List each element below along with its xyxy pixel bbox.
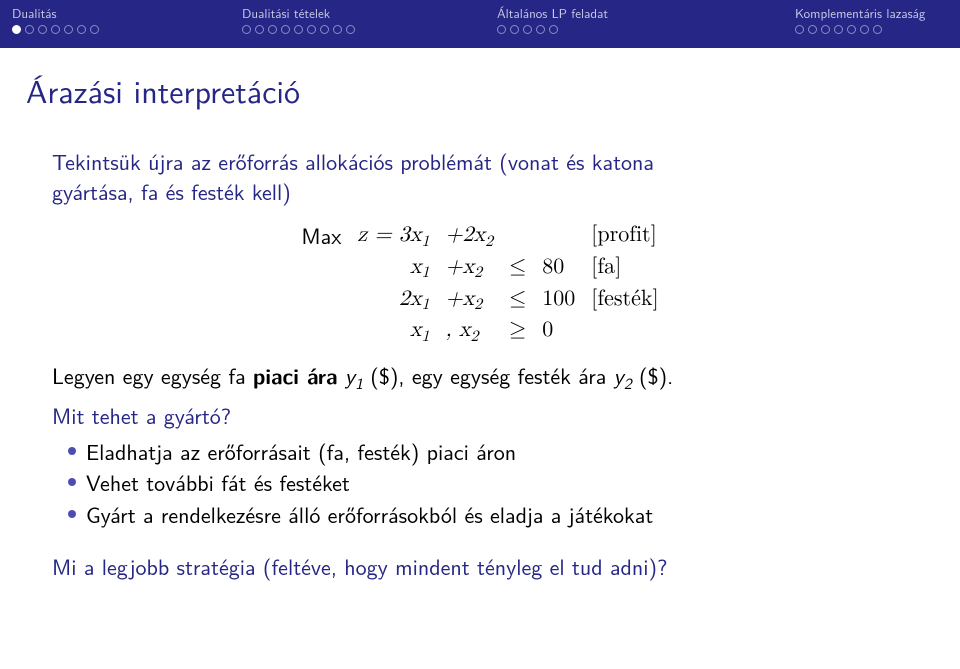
bullet-text: Eladhatja az erőforrásait (fa, festék) p… [86, 437, 516, 467]
progress-dot[interactable] [64, 25, 73, 34]
nav-section-4[interactable]: Komplementáris lazaság [783, 0, 960, 48]
price-definition: Legyen egy egység fa piaci ára y1 ($), e… [52, 361, 908, 391]
progress-dot[interactable] [38, 25, 47, 34]
progress-dot[interactable] [90, 25, 99, 34]
bullet-item: Eladhatja az erőforrásait (fa, festék) p… [52, 437, 908, 467]
y1-base: y [338, 359, 355, 391]
progress-dot[interactable] [307, 25, 316, 34]
progress-dot[interactable] [281, 25, 290, 34]
progress-dot[interactable] [268, 25, 277, 34]
progress-dot[interactable] [847, 25, 856, 34]
intro-line-2: gyártása, fa és festék kell) [52, 177, 908, 207]
nav-section-1[interactable]: Dualitás [0, 0, 230, 48]
progress-dot[interactable] [523, 25, 532, 34]
progress-dot[interactable] [255, 25, 264, 34]
progress-dot[interactable] [242, 25, 251, 34]
progress-dot[interactable] [333, 25, 342, 34]
legyen-pre: Legyen egy egység fa [52, 359, 253, 391]
progress-dot[interactable] [497, 25, 506, 34]
progress-dot[interactable] [510, 25, 519, 34]
progress-dot[interactable] [795, 25, 804, 34]
y2-base: y [614, 359, 624, 391]
content-region: Tekintsük újra az erőforrás allokációs p… [0, 113, 960, 581]
progress-dot[interactable] [873, 25, 882, 34]
nav-progress-1 [0, 25, 230, 34]
progress-dot[interactable] [536, 25, 545, 34]
progress-dot[interactable] [808, 25, 817, 34]
slide-title: Árazási interpretáció [0, 48, 960, 113]
header-nav: Dualitás Dualitási tételek Általános LP … [0, 0, 960, 48]
bullet-icon [68, 478, 76, 486]
progress-dot[interactable] [320, 25, 329, 34]
bullet-list: Eladhatja az erőforrásait (fa, festék) p… [52, 437, 908, 530]
progress-dot[interactable] [294, 25, 303, 34]
legyen-mid: ($), egy egység festék ára [363, 359, 614, 391]
progress-dot[interactable] [860, 25, 869, 34]
legyen-end: ($). [632, 359, 674, 391]
nav-progress-4 [783, 25, 960, 34]
intro-line-1: Tekintsük újra az erőforrás allokációs p… [52, 147, 908, 177]
bullet-icon [68, 447, 76, 455]
y1-sym: y1 [338, 359, 363, 391]
bullet-item: Vehet további fát és festéket [52, 468, 908, 498]
progress-dot[interactable] [12, 25, 21, 34]
nav-title-2: Dualitási tételek [230, 4, 485, 23]
closing-question: Mi a legjobb stratégia (feltéve, hogy mi… [52, 552, 908, 582]
bullet-text: Vehet további fát és festéket [86, 468, 350, 498]
progress-dot[interactable] [25, 25, 34, 34]
nav-progress-3 [485, 25, 783, 34]
nav-section-3[interactable]: Általános LP feladat [485, 0, 783, 48]
bullet-icon [68, 510, 76, 518]
progress-dot[interactable] [51, 25, 60, 34]
nav-section-2[interactable]: Dualitási tételek [230, 0, 485, 48]
progress-dot[interactable] [77, 25, 86, 34]
nav-title-1: Dualitás [0, 4, 230, 23]
progress-dot[interactable] [346, 25, 355, 34]
progress-dot[interactable] [549, 25, 558, 34]
progress-dot[interactable] [834, 25, 843, 34]
lp-table: Maxz = 3x1+2x2[profit]x1+x2≤80[fa]2x1+x2… [293, 220, 666, 347]
progress-dot[interactable] [821, 25, 830, 34]
nav-progress-2 [230, 25, 485, 34]
nav-title-4: Komplementáris lazaság [783, 4, 960, 23]
question: Mit tehet a gyártó? [52, 401, 908, 431]
lp-block: Maxz = 3x1+2x2[profit]x1+x2≤80[fa]2x1+x2… [52, 220, 908, 347]
nav-title-3: Általános LP feladat [485, 4, 783, 23]
bullet-text: Gyárt a rendelkezésre álló erőforrásokbó… [86, 500, 653, 530]
bullet-item: Gyárt a rendelkezésre álló erőforrásokbó… [52, 500, 908, 530]
piaci-ara: piaci ára [253, 359, 338, 391]
y2-sym: y2 [614, 359, 632, 391]
